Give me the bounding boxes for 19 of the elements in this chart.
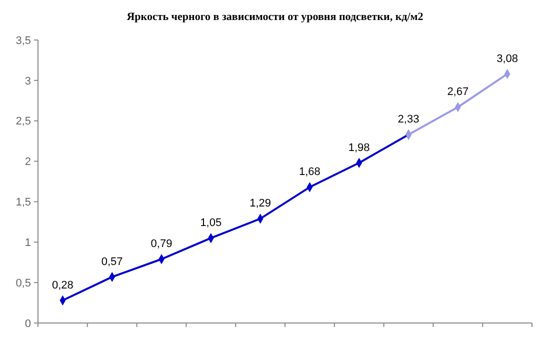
data-label: 2,33 [398, 114, 420, 126]
y-tick-label: 1,5 [16, 196, 31, 209]
data-label: 3,08 [496, 52, 518, 65]
y-tick-label: 3 [24, 75, 31, 88]
y-tick-label: 2 [24, 156, 31, 168]
data-label: 1,05 [200, 217, 222, 230]
y-tick-label: 3,5 [16, 34, 31, 47]
data-label: 0,28 [52, 279, 74, 292]
y-tick-label: 0,5 [16, 277, 31, 290]
y-tick-label: 1 [24, 236, 31, 249]
data-label: 0,79 [150, 238, 172, 250]
data-label: 2,67 [447, 86, 469, 98]
data-label: 0,57 [101, 256, 123, 268]
data-label: 1,98 [348, 142, 370, 154]
data-label: 1,68 [298, 166, 320, 178]
y-tick-label: 0 [24, 318, 31, 330]
y-tick-label: 2,5 [16, 116, 31, 128]
chart-title: Яркость черного в зависимости от уровня подсветки, кд/м2 [126, 11, 424, 23]
data-label: 1,29 [250, 198, 272, 210]
